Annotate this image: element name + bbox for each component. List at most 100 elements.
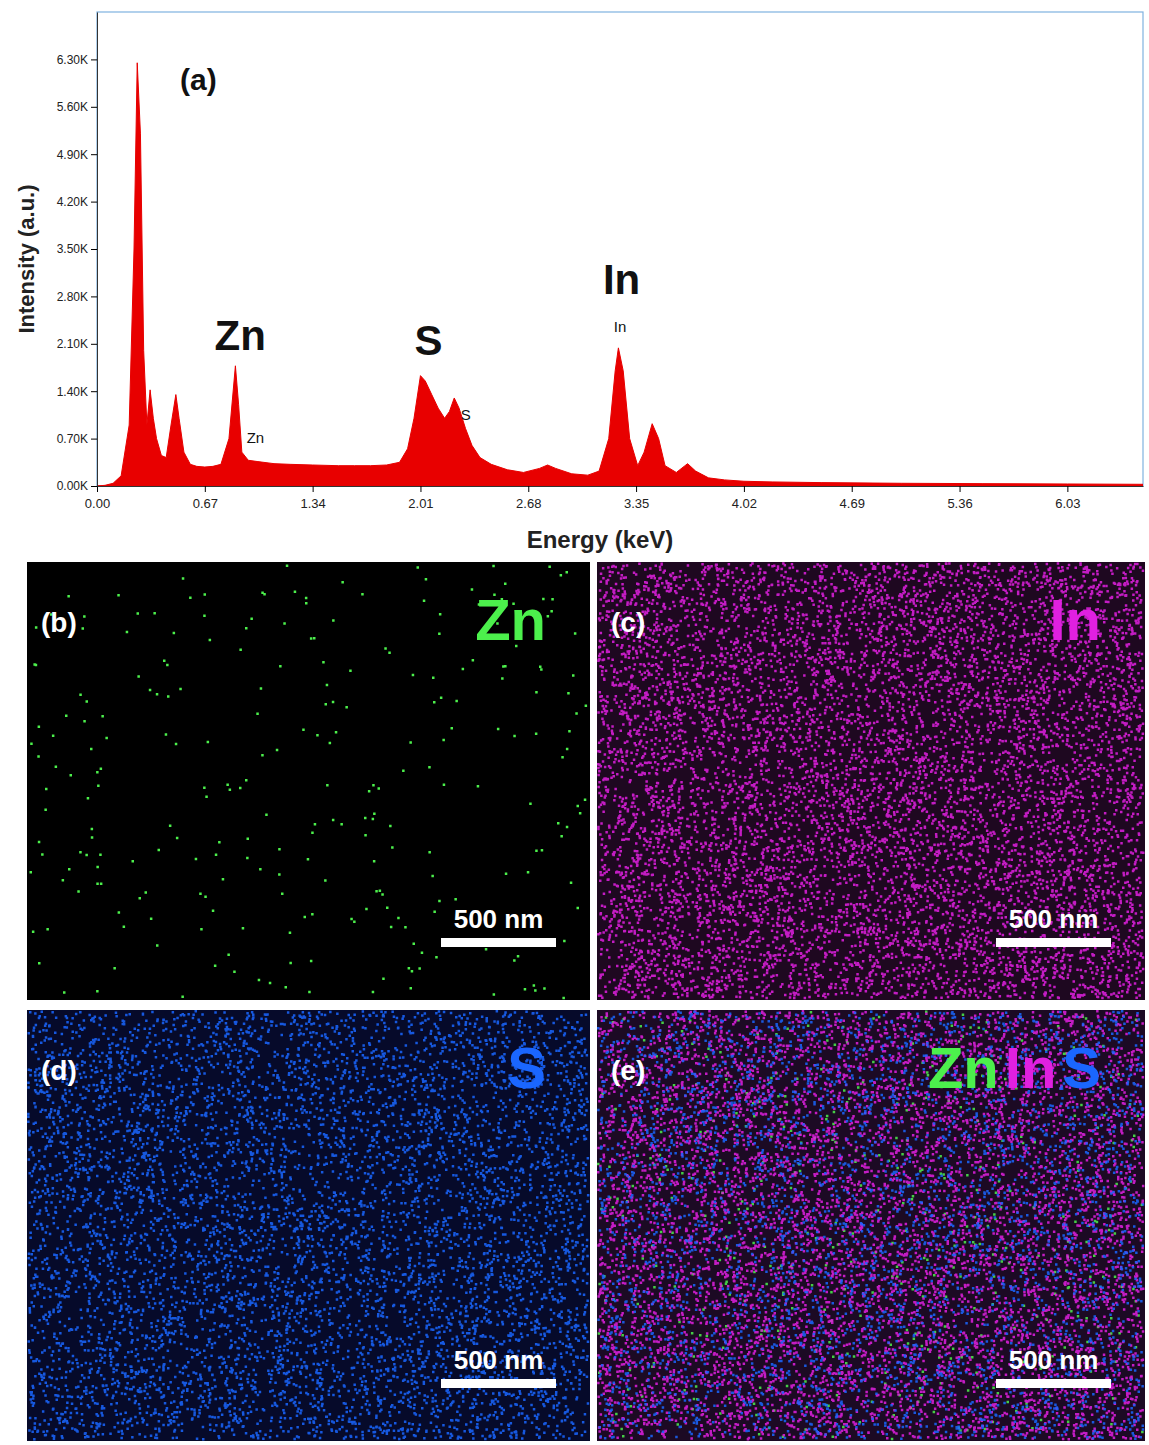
element-title: In [1005,1035,1057,1100]
x-tick-mark [528,486,529,492]
y-tick: 0.00K [57,479,97,493]
spectrum-panel: 0.00 0.67 1.34 2.01 2.68 3.35 4.02 4.69 5.36 6.03… [14,12,1144,553]
y-tick-mark [91,59,97,60]
y-tick: 1.40K [57,385,97,399]
x-tick-mark [313,486,314,492]
y-tick: 0.70K [57,432,97,446]
x-tick: 1.34 [300,486,325,511]
panel-label: (d) [41,1055,77,1086]
y-tick-label: 0.70K [57,432,88,446]
y-tick-label: 4.90K [57,148,88,162]
x-tick-label: 2.68 [516,496,541,511]
y-tick-label: 1.40K [57,385,88,399]
x-tick-mark [205,486,206,492]
map-dots [30,565,588,1000]
y-axis-title: Intensity (a.u.) [14,184,39,333]
element-title: Zn [475,587,546,652]
y-tick-label: 3.50K [57,242,88,256]
y-tick-label: 2.10K [57,337,88,351]
peak-label: S [461,406,471,423]
element-title: In [1049,587,1101,652]
x-tick: 0.67 [193,486,218,511]
y-tick: 4.90K [57,148,97,162]
x-axis-title: Energy (keV) [527,526,674,553]
x-tick-mark [420,486,421,492]
map-panel: (e)ZnInS500 nm [597,1010,1145,1441]
plot-frame [97,12,1143,486]
map-background [597,1010,1145,1441]
y-tick: 2.80K [57,290,97,304]
panel-label: (c) [611,607,645,638]
scale-bar [996,1379,1111,1388]
y-tick: 6.30K [57,53,97,67]
element-label: In [603,256,640,303]
x-tick-label: 4.02 [732,496,757,511]
x-tick: 4.69 [840,486,865,511]
y-tick: 5.60K [57,100,97,114]
map-dots [27,1010,589,1441]
scale-bar-label: 500 nm [1009,904,1099,934]
x-tick-label: 0.00 [85,496,110,511]
x-axis-line [98,486,1144,487]
element-label: S [414,317,442,364]
peak-label: Zn [247,429,265,446]
x-tick: 2.01 [408,486,433,511]
map-background [27,562,590,1000]
spectrum-area [97,63,1143,486]
scale-bar [441,938,556,947]
map-dots [597,1010,1145,1440]
y-tick-mark [91,344,97,345]
y-tick: 4.20K [57,195,97,209]
panel-label: (b) [41,607,77,638]
x-tick: 2.68 [516,486,541,511]
x-tick-label: 4.69 [840,496,865,511]
x-tick-label: 0.67 [193,496,218,511]
y-axis-line [97,13,98,487]
element-title: Zn [928,1035,999,1100]
y-tick-mark [91,391,97,392]
x-tick: 0.00 [85,486,110,511]
y-tick-label: 6.30K [57,53,88,67]
x-tick-mark [97,486,98,492]
y-tick-mark [91,249,97,250]
y-tick-mark [91,107,97,108]
x-tick: 6.03 [1055,486,1080,511]
map-panel: (d) S 500 nm [27,1010,590,1441]
scale-bar-label: 500 nm [1009,1345,1099,1375]
x-tick: 5.36 [947,486,972,511]
y-tick-label: 5.60K [57,100,88,114]
figure: 0.00 0.67 1.34 2.01 2.68 3.35 4.02 4.69 5.36 6.03… [0,0,1149,1445]
y-tick-label: 4.20K [57,195,88,209]
x-tick-mark [744,486,745,492]
y-tick-mark [91,154,97,155]
x-tick-label: 1.34 [300,496,325,511]
x-tick-mark [852,486,853,492]
map-background [27,1010,590,1441]
x-tick-mark [960,486,961,492]
map-panel: (c) In 500 nm [597,562,1145,1000]
map-background [597,562,1145,1000]
y-tick-label: 0.00K [57,479,88,493]
x-tick: 3.35 [624,486,649,511]
scale-bar-label: 500 nm [454,904,544,934]
map-dots [597,1010,1144,1440]
y-tick-mark [91,486,97,487]
map-dots [597,562,1145,999]
y-tick-label: 2.80K [57,290,88,304]
y-tick: 2.10K [57,337,97,351]
scale-bar-label: 500 nm [454,1345,544,1375]
element-title: S [507,1035,546,1100]
x-tick: 4.02 [732,486,757,511]
element-label: Zn [215,312,266,359]
x-tick-mark [636,486,637,492]
x-axis: 0.00 0.67 1.34 2.01 2.68 3.35 4.02 4.69 5.36 6.03 [85,486,1144,511]
x-tick-label: 3.35 [624,496,649,511]
map-panel: (b) Zn 500 nm [27,562,590,1000]
panel-label: (e) [611,1055,645,1086]
panel-label: (a) [180,63,217,96]
map-dots [597,1011,1144,1441]
y-tick-mark [91,202,97,203]
scale-bar [441,1379,556,1388]
scale-bar [996,938,1111,947]
y-axis: 0.00K 0.70K 1.40K 2.10K 2.80K 3.50K 4.20K 4.90K… [57,13,98,494]
